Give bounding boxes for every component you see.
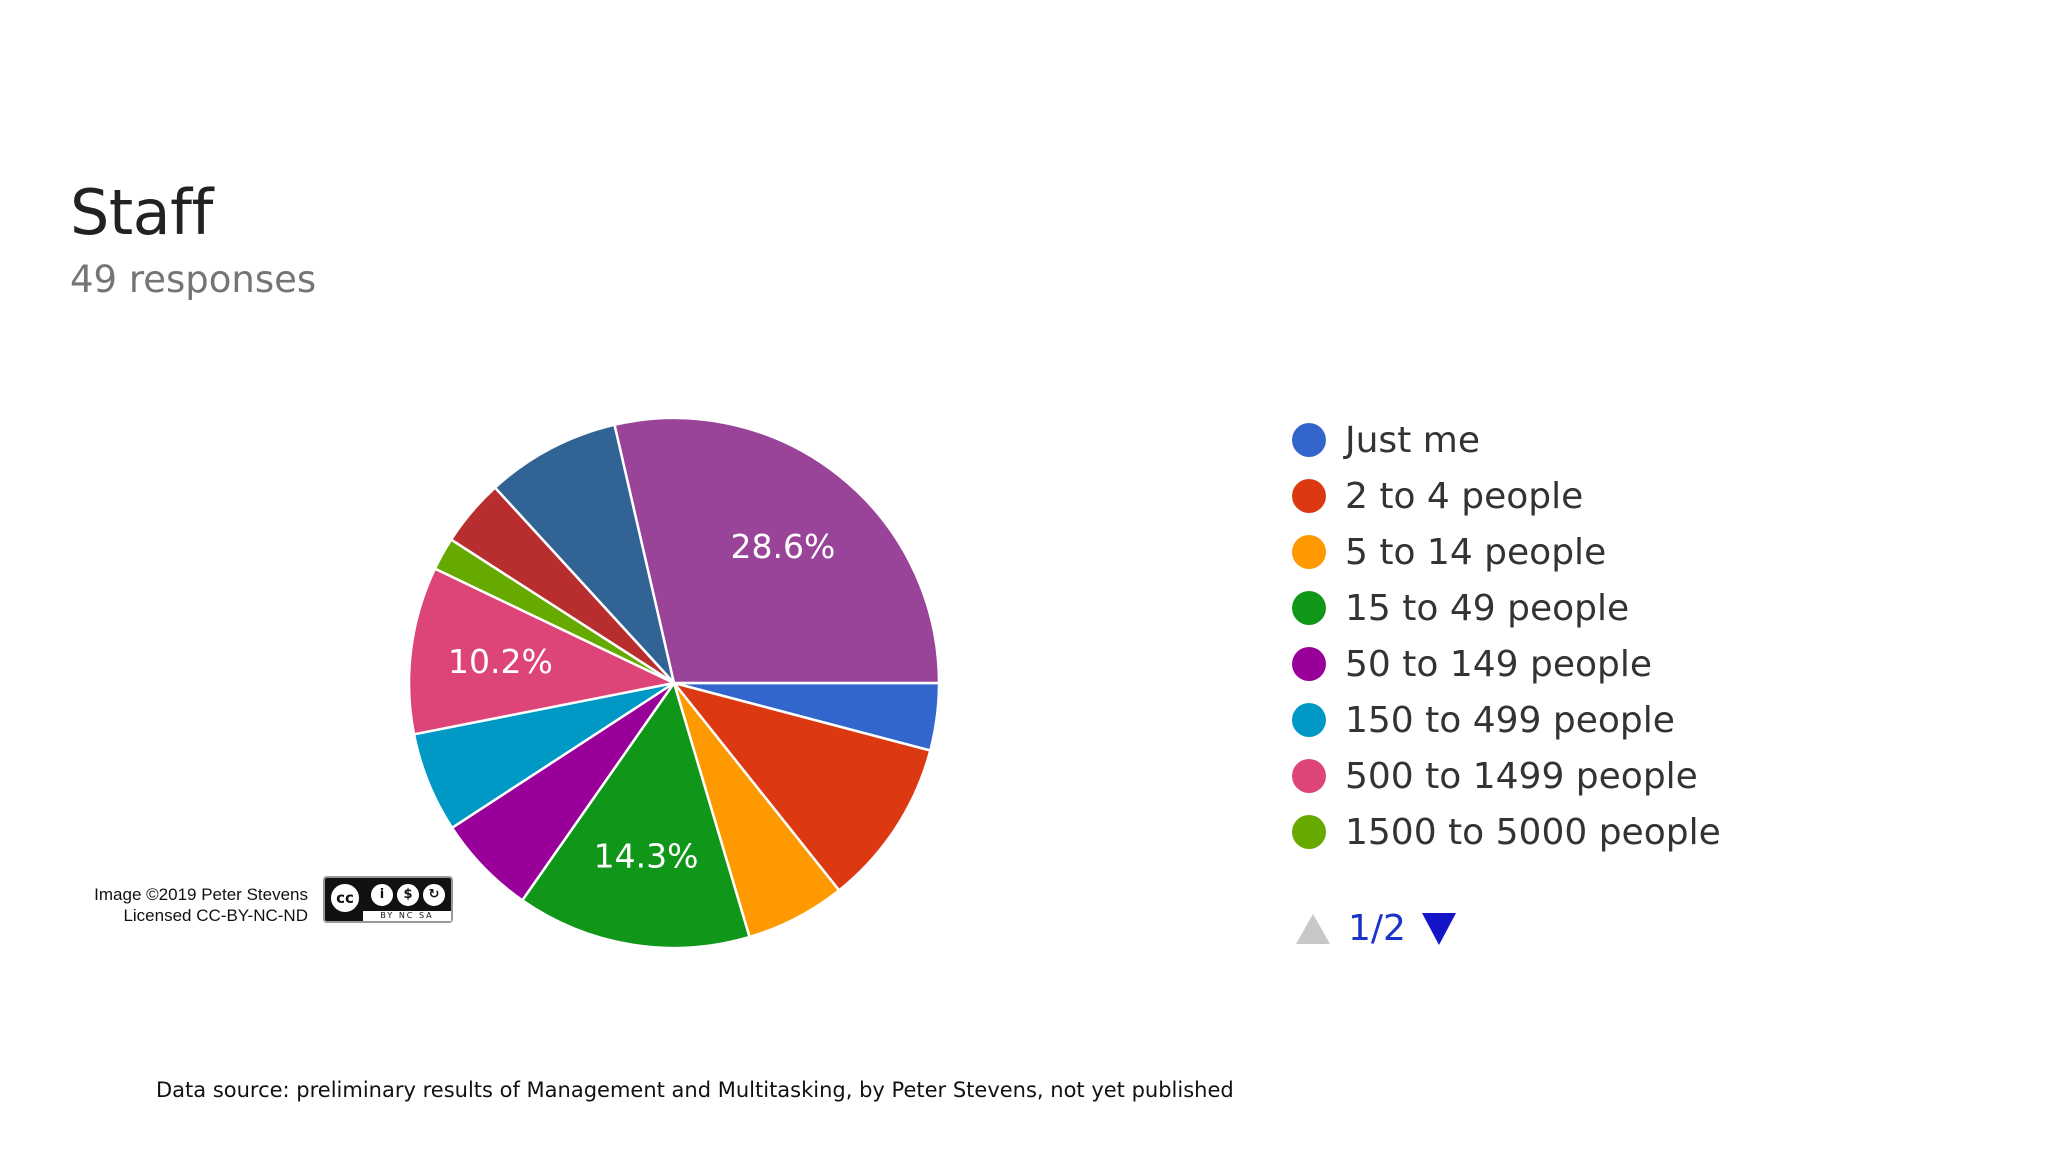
pie-data-label: 14.3% [594, 837, 699, 876]
chart-title: Staff [70, 176, 213, 249]
legend-item: 2 to 4 people [1292, 468, 1721, 524]
pie-slice [407, 566, 678, 736]
legend-item: 5 to 14 people [1292, 524, 1721, 580]
chart-subtitle: 49 responses [70, 258, 317, 301]
credit-line-2: Licensed CC-BY-NC-ND [123, 906, 308, 925]
legend-label: Just me [1345, 419, 1480, 461]
legend-item: 15 to 49 people [1292, 580, 1721, 636]
legend-label: 500 to 1499 people [1345, 755, 1698, 797]
image-credit: Image ©2019 Peter Stevens Licensed CC-BY… [60, 884, 308, 926]
legend-label: 2 to 4 people [1345, 475, 1584, 517]
credit-line-1: Image ©2019 Peter Stevens [94, 885, 308, 904]
legend-item: 1500 to 5000 people [1292, 804, 1721, 860]
legend-label: 1500 to 5000 people [1345, 811, 1721, 853]
triangle-up-icon [1296, 913, 1330, 944]
legend-label: 15 to 49 people [1345, 587, 1630, 629]
cc-by-nc-sa-icon: cc i $ ↻ BY NC SA [323, 876, 453, 923]
pie-data-label: 10.2% [448, 642, 553, 681]
triangle-down-icon[interactable] [1421, 912, 1456, 945]
legend-swatch [1292, 535, 1326, 569]
legend-item: 500 to 1499 people [1292, 748, 1721, 804]
legend-swatch [1292, 647, 1326, 681]
legend-swatch [1292, 479, 1326, 513]
legend-swatch [1292, 759, 1326, 793]
legend-label: 5 to 14 people [1345, 531, 1607, 573]
legend-item: 50 to 149 people [1292, 636, 1721, 692]
pie-data-label: 28.6% [731, 527, 836, 566]
pie-slice [613, 416, 941, 685]
legend-label: 50 to 149 people [1345, 643, 1653, 685]
pie-slice [520, 680, 752, 950]
legend-item: 150 to 499 people [1292, 692, 1721, 748]
pie-slice [670, 680, 932, 893]
legend-swatch [1292, 423, 1326, 457]
legend-swatch [1292, 591, 1326, 625]
legend-label: 150 to 499 people [1345, 699, 1675, 741]
legend-item: Just me [1292, 412, 1721, 468]
data-source-note: Data source: preliminary results of Mana… [156, 1078, 1234, 1102]
legend-swatch [1292, 815, 1326, 849]
legend-pager: 1/2 [1296, 908, 1456, 949]
legend-swatch [1292, 703, 1326, 737]
page-indicator: 1/2 [1348, 908, 1406, 949]
chart-legend: Just me 2 to 4 people 5 to 14 people 15 to … [1292, 412, 1721, 860]
